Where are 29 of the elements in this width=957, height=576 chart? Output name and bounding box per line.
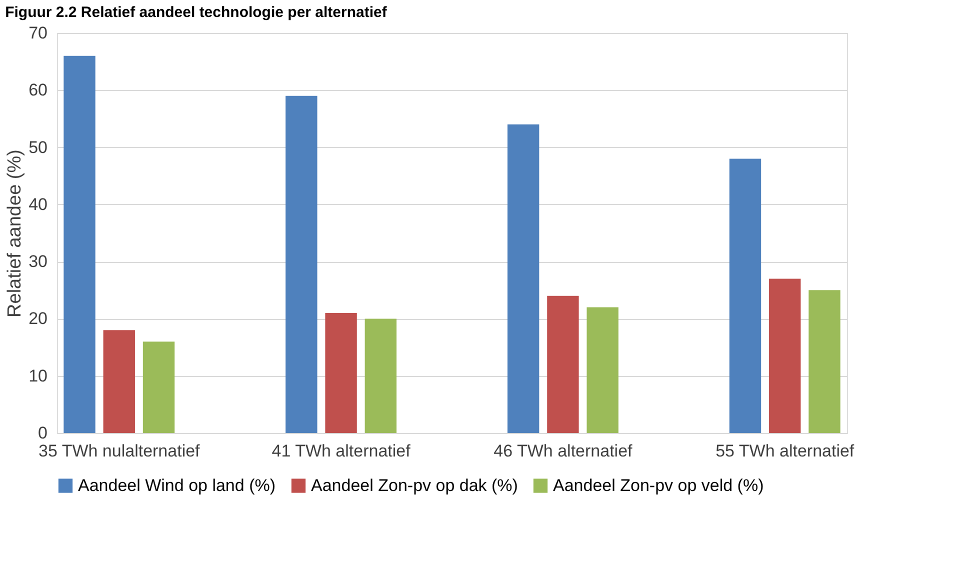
legend-label: Aandeel Zon-pv op veld (%) — [553, 476, 764, 495]
y-tick-label: 20 — [28, 309, 48, 328]
chart-title: Figuur 2.2 Relatief aandeel technologie per alternatief — [5, 4, 388, 21]
y-tick-label: 70 — [28, 24, 48, 42]
y-tick-label: 40 — [28, 194, 48, 214]
x-tick-label: 35 TWh nulalternatief — [38, 442, 200, 460]
x-tick-label: 41 TWh alternatief — [272, 442, 411, 460]
y-tick-label: 30 — [28, 252, 48, 272]
bar — [769, 278, 801, 433]
legend-label: Aandeel Zon-pv op dak (%) — [311, 476, 518, 495]
bar — [808, 290, 840, 433]
bar — [364, 318, 397, 433]
bar — [142, 342, 175, 433]
y-tick-label: 50 — [28, 138, 48, 157]
y-tick-label: 60 — [28, 80, 48, 100]
bar — [325, 313, 357, 433]
legend-label: Aandeel Wind op land (%) — [78, 476, 276, 495]
bar — [64, 56, 96, 433]
y-tick-label: 10 — [28, 366, 48, 386]
bar — [547, 296, 579, 433]
bar — [586, 307, 618, 433]
bar — [729, 158, 762, 433]
y-axis-title: Relatief aandee (%) — [4, 150, 26, 318]
x-tick-label: 46 TWh alternatief — [494, 442, 633, 460]
bar — [286, 96, 318, 433]
bar — [103, 330, 135, 433]
y-tick-label: 0 — [38, 424, 48, 442]
bar — [507, 124, 540, 433]
x-tick-label: 55 TWh alternatief — [716, 442, 854, 460]
